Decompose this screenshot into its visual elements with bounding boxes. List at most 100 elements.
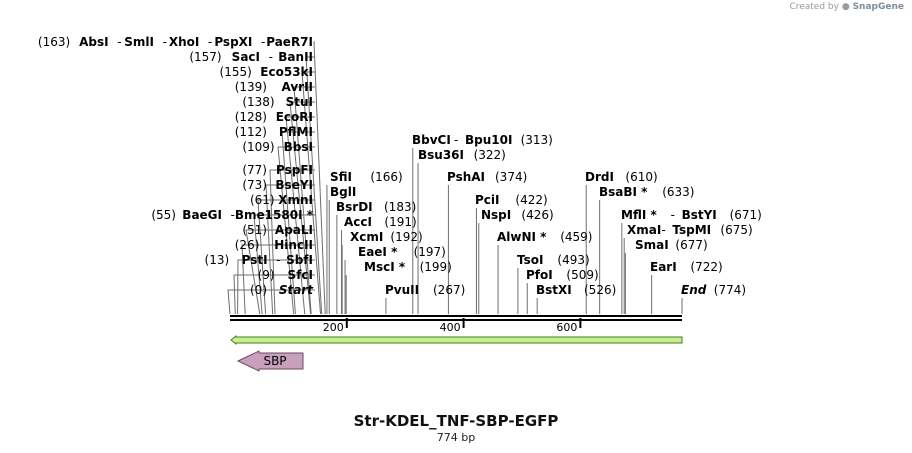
enzyme-name: TsoI [517, 253, 543, 267]
enzyme-name: PfoI [526, 268, 553, 282]
site-position: (192) [390, 230, 422, 244]
site-10: XmnI(61) [250, 193, 313, 207]
site-position: (610) [625, 170, 657, 184]
enzyme-name: PstI [242, 253, 268, 267]
cut-line [285, 116, 315, 315]
site-position: (9) [258, 268, 275, 282]
site-24: PvuII (267) [385, 283, 465, 297]
site-position: (313) [521, 133, 553, 147]
enzyme-name: ApaLI [275, 223, 313, 237]
name-separator: - [276, 253, 280, 267]
site-position: (138) [242, 95, 274, 109]
site-position: (722) [690, 260, 722, 274]
name-separator: - [117, 35, 121, 49]
sbp-arrow[interactable] [236, 350, 304, 372]
enzyme-name: EarI [650, 260, 677, 274]
enzyme-name: AvrII [281, 80, 313, 94]
site-1: BanII-SacI (157) [189, 50, 313, 64]
site-11: Bme1580I *-BaeGI (55) [151, 208, 313, 222]
site-29: NspI (426) [481, 208, 554, 222]
cut-line [241, 244, 315, 315]
ruler-tick-label: 200 [323, 321, 344, 334]
enzyme-name: MscI * [364, 260, 406, 274]
site-position: (163) [38, 35, 70, 49]
enzyme-name: SmaI [635, 238, 669, 252]
cut-line [313, 41, 326, 315]
site-position: (26) [235, 238, 260, 252]
cut-line [281, 131, 315, 315]
name-separator: - [163, 35, 167, 49]
site-position: (139) [235, 80, 267, 94]
enzyme-name: NspI [481, 208, 511, 222]
enzyme-name: AlwNI * [497, 230, 547, 244]
site-16: Start (0) [250, 283, 314, 297]
site-position: (73) [242, 178, 267, 192]
site-33: BstXI (526) [536, 283, 616, 297]
name-separator: - [261, 35, 265, 49]
site-36: MflI * - BstYI (671) [621, 208, 762, 222]
site-position: (322) [474, 148, 506, 162]
enzyme-name: AccI [344, 215, 372, 229]
enzyme-name: AbsI [79, 35, 108, 49]
site-27: PshAI (374) [447, 170, 527, 184]
site-40: End (774) [681, 283, 746, 297]
site-position: (374) [495, 170, 527, 184]
site-32: PfoI (509) [526, 268, 599, 282]
enzyme-name: Bsu36I [418, 148, 464, 162]
enzyme-name: PshAI [447, 170, 485, 184]
name-separator: - [454, 133, 458, 147]
enzyme-name: XmaI [627, 223, 661, 237]
enzyme-name: Bpu10I [465, 133, 512, 147]
site-9: BseYI (73) [242, 178, 313, 192]
site-3: AvrII (139) [235, 80, 313, 94]
site-35: BsaBI * (633) [599, 185, 694, 199]
site-31: TsoI (493) [517, 253, 590, 267]
enzyme-name: EaeI * [358, 245, 398, 259]
site-30: AlwNI * (459) [497, 230, 592, 244]
enzyme-name: DrdI [585, 170, 614, 184]
enzyme-name: PflMI [279, 125, 313, 139]
enzyme-name: Bme1580I * [235, 208, 314, 222]
enzyme-name: BstXI [536, 283, 572, 297]
site-position: (267) [433, 283, 465, 297]
enzyme-name: HincII [274, 238, 313, 252]
site-17: SfiI (166) [330, 170, 403, 184]
credit-brand: SnapGene [852, 2, 904, 12]
site-12: ApaLI (51) [242, 223, 313, 237]
green-feature-arrow[interactable] [230, 334, 683, 346]
site-position: (197) [414, 245, 446, 259]
enzyme-name: PaeR7I [266, 35, 313, 49]
ruler-tick-label: 600 [556, 321, 577, 334]
site-6: PflMI (112) [235, 125, 313, 139]
site-15: SfcI (9) [258, 268, 313, 282]
enzyme-name: MflI * [621, 208, 657, 222]
enzyme-name: Start [279, 283, 314, 297]
site-position: (55) [151, 208, 176, 222]
enzyme-name: BglI [330, 185, 356, 199]
cut-lines [227, 41, 683, 315]
enzyme-name: PspXI [214, 35, 252, 49]
enzyme-name: SmlI [124, 35, 154, 49]
feature-sbp[interactable]: SBP [236, 350, 304, 372]
site-position: (157) [189, 50, 221, 64]
cut-line [257, 199, 315, 315]
site-8: PspFI (77) [242, 163, 313, 177]
site-39: EarI (722) [650, 260, 723, 274]
site-position: (109) [242, 140, 274, 154]
ruler: 200 400 600 [323, 318, 582, 334]
name-separator: - [269, 50, 273, 64]
snapgene-logo-icon: ● [841, 2, 850, 12]
enzyme-name: PciI [475, 193, 500, 207]
enzyme-name: SfcI [288, 268, 313, 282]
sequence-length: 774 bp [436, 431, 476, 444]
credit-prefix: Created by [789, 2, 839, 12]
site-position: (51) [242, 223, 267, 237]
site-position: (128) [235, 110, 267, 124]
site-5: EcoRI (128) [235, 110, 313, 124]
cut-line [301, 71, 322, 315]
enzyme-name: End [681, 283, 707, 297]
site-position: (493) [557, 253, 589, 267]
site-18: BglI [330, 185, 356, 199]
enzyme-name: BaeGI [182, 208, 222, 222]
site-4: StuI (138) [242, 95, 313, 109]
